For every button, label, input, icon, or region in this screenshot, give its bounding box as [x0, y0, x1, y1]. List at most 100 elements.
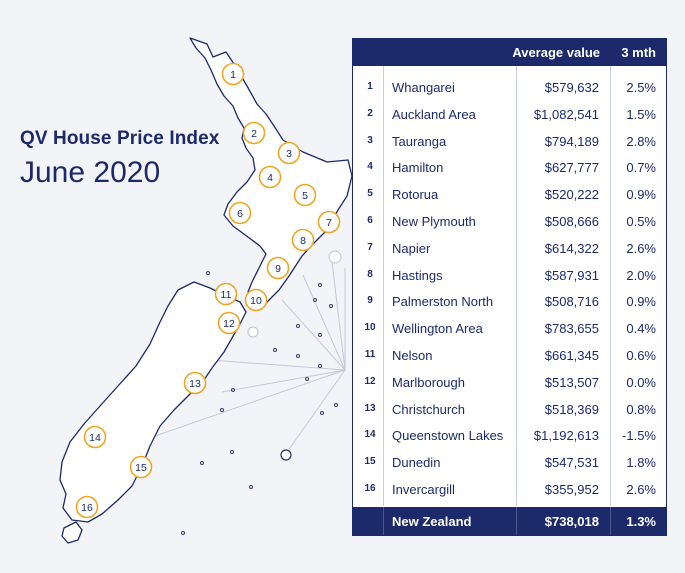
- region-marker: 7: [317, 210, 341, 234]
- row-number: 10: [364, 322, 376, 334]
- three-month-change: 2.8%: [626, 133, 656, 149]
- marker-label: 4: [267, 172, 273, 184]
- marker-label: 15: [135, 462, 147, 474]
- region-name: Hastings: [392, 267, 443, 283]
- marker-circle: [183, 371, 207, 395]
- region-marker: 5: [293, 183, 317, 207]
- marker-label: 6: [237, 208, 243, 220]
- row-number: 16: [364, 482, 376, 494]
- table-row: 2 Auckland Area $1,082,541 1.5%: [353, 101, 666, 128]
- table-row: 4 Hamilton $627,777 0.7%: [353, 154, 666, 181]
- average-value: $794,189: [544, 133, 599, 149]
- region-name: Nelson: [392, 347, 433, 363]
- three-month-change: 0.7%: [626, 160, 656, 176]
- table-header: Average value 3 mth: [353, 39, 666, 66]
- row-number: 6: [367, 214, 373, 226]
- decorative-circle: [328, 250, 342, 264]
- table-footer: New Zealand $738,018 1.3%: [353, 507, 666, 535]
- region-name: Tauranga: [392, 133, 447, 149]
- price-table: Average value 3 mth 1 Whangarei $579,632 2.…: [352, 38, 667, 536]
- table-row: 10 Wellington Area $783,655 0.4%: [353, 315, 666, 342]
- region-marker: 16: [75, 495, 99, 519]
- average-value: $661,345: [544, 347, 599, 363]
- marker-label: 11: [221, 289, 232, 301]
- row-number: 13: [364, 402, 376, 414]
- marker-label: 10: [250, 295, 262, 307]
- row-number: 5: [367, 188, 373, 200]
- marker-circle: [317, 210, 341, 234]
- three-month-change: 0.4%: [626, 321, 656, 337]
- region-name: Christchurch: [392, 401, 465, 417]
- three-month-change: 0.5%: [626, 213, 656, 229]
- three-month-change: 0.9%: [626, 294, 656, 310]
- footer-change: 1.3%: [626, 514, 656, 529]
- marker-circle: [242, 121, 266, 145]
- region-name: Wellington Area: [392, 321, 483, 337]
- marker-circle: [217, 311, 241, 335]
- region-name: Marlborough: [392, 374, 465, 390]
- table-row: 11 Nelson $661,345 0.6%: [353, 342, 666, 369]
- table-row: 1 Whangarei $579,632 2.5%: [353, 74, 666, 101]
- marker-label: 9: [275, 263, 281, 275]
- table-row: 16 Invercargill $355,952 2.6%: [353, 476, 666, 503]
- marker-circle: [277, 141, 301, 165]
- average-value: $547,531: [544, 455, 599, 471]
- average-value: $614,322: [544, 240, 599, 256]
- average-value: $520,222: [544, 187, 599, 203]
- region-name: Invercargill: [392, 481, 455, 497]
- average-value: $587,931: [544, 267, 599, 283]
- average-value: $508,716: [544, 294, 599, 310]
- marker-label: 3: [286, 148, 292, 160]
- marker-label: 2: [251, 128, 257, 140]
- table-row: 15 Dunedin $547,531 1.8%: [353, 449, 666, 476]
- marker-label: 12: [223, 318, 235, 330]
- table-body: 1 Whangarei $579,632 2.5% 2 Auckland Area $1,0…: [353, 74, 666, 503]
- south-island: [59, 281, 247, 523]
- table-row: 14 Queenstown Lakes $1,192,613 -1.5%: [353, 422, 666, 449]
- header-average-value: Average value: [512, 45, 600, 60]
- three-month-change: 1.8%: [626, 455, 656, 471]
- marker-circle: [83, 425, 107, 449]
- average-value: $579,632: [544, 80, 599, 95]
- average-value: $627,777: [544, 160, 599, 176]
- three-month-change: 0.6%: [626, 347, 656, 363]
- region-marker: 15: [129, 455, 153, 479]
- marker-circle: [258, 165, 282, 189]
- marker-circle: [291, 228, 315, 252]
- footer-region-name: New Zealand: [392, 514, 472, 529]
- region-name: Palmerston North: [392, 294, 494, 310]
- region-name: Whangarei: [392, 80, 455, 95]
- three-month-change: 0.9%: [626, 187, 656, 203]
- column-divider: [383, 66, 384, 506]
- three-month-change: 2.6%: [626, 481, 656, 497]
- table-row: 5 Rotorua $520,222 0.9%: [353, 181, 666, 208]
- decorative-circle: [280, 449, 292, 461]
- connector-lines: [154, 261, 346, 456]
- page-title: QV House Price Index: [20, 128, 220, 149]
- page-subtitle: June 2020: [20, 156, 161, 189]
- region-marker: 11: [214, 282, 238, 306]
- average-value: $355,952: [544, 481, 599, 497]
- region-name: New Plymouth: [392, 213, 476, 229]
- average-value: $513,507: [544, 374, 599, 390]
- table-row: 12 Marlborough $513,507 0.0%: [353, 369, 666, 396]
- three-month-change: 2.6%: [626, 240, 656, 256]
- region-name: Queenstown Lakes: [392, 428, 504, 444]
- table-row: 13 Christchurch $518,369 0.8%: [353, 396, 666, 423]
- region-name: Hamilton: [392, 160, 444, 176]
- table-row: 9 Palmerston North $508,716 0.9%: [353, 288, 666, 315]
- average-value: $783,655: [544, 321, 599, 337]
- row-number: 1: [367, 81, 373, 92]
- row-number: 15: [364, 456, 376, 468]
- stewart-island: [61, 521, 83, 544]
- marker-circle: [228, 201, 252, 225]
- decorative-circle: [247, 326, 259, 338]
- header-3-mth: 3 mth: [621, 45, 656, 60]
- row-number: 3: [367, 134, 373, 146]
- three-month-change: 0.8%: [626, 401, 656, 417]
- row-number: 7: [367, 241, 373, 253]
- column-divider: [516, 507, 517, 535]
- row-number: 2: [367, 107, 373, 119]
- marker-circle: [214, 282, 238, 306]
